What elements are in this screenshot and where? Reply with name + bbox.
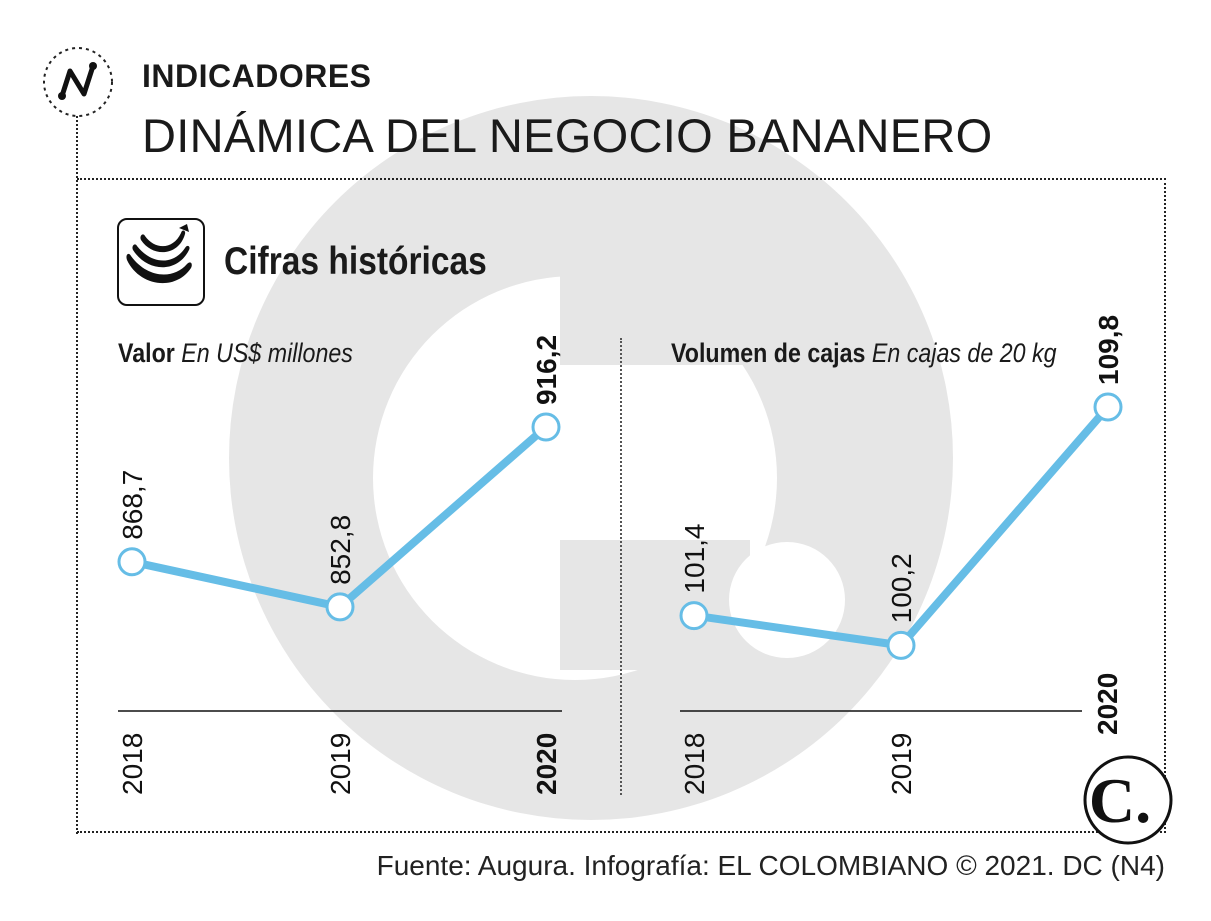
data-label: 109,8 xyxy=(1093,315,1124,385)
chart-subtitle: En cajas de 20 kg xyxy=(871,338,1057,368)
tick-label: 2020 xyxy=(1092,673,1123,735)
tick-label: 2019 xyxy=(886,733,917,795)
data-label: 101,4 xyxy=(679,523,710,593)
tick-label: 2019 xyxy=(325,733,356,795)
publisher-logo: C. xyxy=(1083,755,1173,845)
data-point xyxy=(325,592,355,622)
chart-title-valor: Valor En US$ millones xyxy=(118,338,353,369)
chart-title: Volumen de cajas xyxy=(671,338,866,368)
data-point xyxy=(531,412,561,442)
data-label: 100,2 xyxy=(886,553,917,623)
tick-label: 2018 xyxy=(679,733,710,795)
chart-title: Valor xyxy=(118,338,175,368)
section-title: Cifras históricas xyxy=(224,240,487,283)
data-point xyxy=(117,547,147,577)
data-label: 916,2 xyxy=(531,335,562,405)
data-point xyxy=(1093,392,1123,422)
chart-frame xyxy=(77,178,1166,833)
frame-left-border xyxy=(76,116,78,834)
banana-icon xyxy=(117,218,205,306)
data-label: 868,7 xyxy=(117,470,148,540)
data-label: 852,8 xyxy=(325,515,356,585)
panel-divider xyxy=(620,338,622,795)
logo-text: C. xyxy=(1089,765,1151,836)
data-point xyxy=(886,630,916,660)
source-note: Fuente: Augura. Infografía: EL COLOMBIAN… xyxy=(376,850,1165,881)
page-title: DINÁMICA DEL NEGOCIO BANANERO xyxy=(142,109,993,162)
data-point xyxy=(679,601,709,631)
chart-subtitle: En US$ millones xyxy=(181,338,353,368)
chart-title-volumen: Volumen de cajas En cajas de 20 kg xyxy=(671,338,1057,369)
indicator-icon xyxy=(43,47,113,117)
tick-label: 2020 xyxy=(531,733,562,795)
tick-label: 2018 xyxy=(117,733,148,795)
kicker-label: INDICADORES xyxy=(142,58,372,94)
